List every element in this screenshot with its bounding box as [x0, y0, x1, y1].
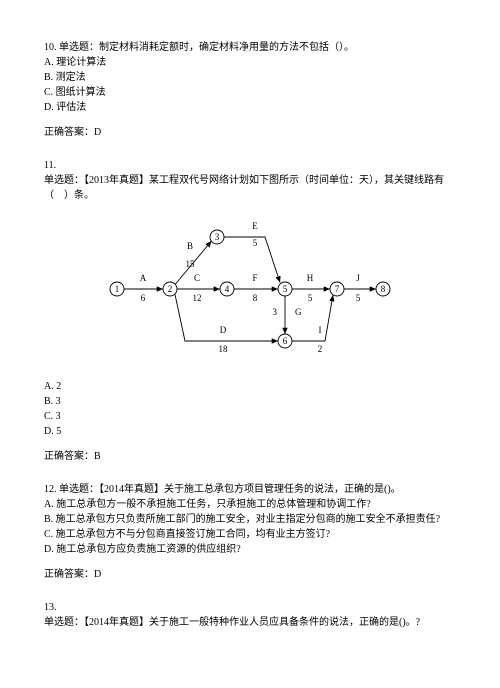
q10-opt-a: A. 理论计算法 — [44, 55, 456, 70]
q11-opt-a: A. 2 — [44, 379, 456, 394]
svg-text:H: H — [307, 273, 314, 283]
answer-label: 正确答案： — [44, 569, 94, 580]
svg-text:5: 5 — [283, 284, 288, 294]
q11-stem: 单选题：【2013年真题】某工程双代号网络计划如下图所示（时间单位：天），其关键… — [44, 173, 456, 203]
svg-text:3: 3 — [215, 232, 220, 242]
q12-label: 12. 单选题： — [44, 484, 99, 495]
svg-text:A: A — [140, 273, 147, 283]
svg-text:2: 2 — [318, 344, 323, 354]
q13-text: 关于施工一般特种作业人员应具备条件的说法，正确的是()。? — [149, 617, 420, 628]
answer-value: B — [94, 451, 101, 462]
q11-network-diagram: A6B15C12E5F8D183GH5I2J512345678 — [44, 209, 456, 369]
svg-text:7: 7 — [335, 284, 340, 294]
svg-text:E: E — [252, 221, 258, 231]
svg-text:18: 18 — [219, 344, 229, 354]
svg-text:8: 8 — [253, 293, 258, 303]
svg-text:5: 5 — [308, 293, 313, 303]
q12-opt-a: A. 施工总承包方一般不承担施工任务，只承担施工的总体管理和协调工作? — [44, 497, 456, 512]
svg-text:D: D — [220, 325, 227, 335]
q11-opt-b: B. 3 — [44, 394, 456, 409]
q12-text: 关于施工总承包方项目管理任务的说法，正确的是()。 — [164, 484, 401, 495]
q10-stem: 10. 单选题：制定材料消耗定额时，确定材料净用量的方法不包括（）。 — [44, 40, 456, 55]
q11-opt-d: D. 5 — [44, 424, 456, 439]
svg-text:5: 5 — [253, 238, 258, 248]
svg-text:6: 6 — [283, 336, 288, 346]
svg-text:15: 15 — [186, 259, 196, 269]
q12-tag: 【2014年真题】 — [99, 484, 164, 495]
svg-text:6: 6 — [141, 293, 146, 303]
network-svg: A6B15C12E5F8D183GH5I2J512345678 — [105, 209, 395, 369]
q13-tag: 【2014年真题】 — [84, 617, 149, 628]
q11-tag: 【2013年真题】 — [84, 175, 149, 186]
q10-opt-d: D. 评估法 — [44, 100, 456, 115]
answer-label: 正确答案： — [44, 451, 94, 462]
q11-opt-c: C. 3 — [44, 409, 456, 424]
svg-text:8: 8 — [381, 284, 386, 294]
question-10: 10. 单选题：制定材料消耗定额时，确定材料净用量的方法不包括（）。 A. 理论… — [44, 40, 456, 140]
svg-text:J: J — [356, 273, 360, 283]
q13-label: 单选题： — [44, 617, 84, 628]
q10-options: A. 理论计算法 B. 测定法 C. 图纸计算法 D. 评估法 — [44, 55, 456, 115]
q12-opt-b: B. 施工总承包方只负责所施工部门的施工安全，对业主指定分包商的施工安全不承担责… — [44, 512, 456, 527]
q13-stem: 单选题：【2014年真题】关于施工一般特种作业人员应具备条件的说法，正确的是()… — [44, 615, 456, 630]
q10-opt-c: C. 图纸计算法 — [44, 85, 456, 100]
svg-text:4: 4 — [225, 284, 230, 294]
q10-opt-b: B. 测定法 — [44, 70, 456, 85]
svg-text:G: G — [295, 307, 302, 317]
svg-text:F: F — [252, 273, 257, 283]
answer-value: D — [94, 127, 101, 138]
q12-options: A. 施工总承包方一般不承担施工任务，只承担施工的总体管理和协调工作? B. 施… — [44, 497, 456, 557]
answer-value: D — [94, 569, 101, 580]
answer-label: 正确答案： — [44, 127, 94, 138]
svg-text:B: B — [187, 241, 193, 251]
q12-opt-c: C. 施工总承包方不与分包商直接签订施工合同，均有业主方签订? — [44, 527, 456, 542]
q11-num: 11. — [44, 158, 456, 173]
svg-text:I: I — [319, 325, 322, 335]
svg-text:12: 12 — [193, 293, 202, 303]
q11-answer: 正确答案：B — [44, 449, 456, 464]
q10-label: 10. 单选题： — [44, 42, 99, 53]
question-13: 13. 单选题：【2014年真题】关于施工一般特种作业人员应具备条件的说法，正确… — [44, 600, 456, 630]
q11-options: A. 2 B. 3 C. 3 D. 5 — [44, 379, 456, 439]
svg-text:1: 1 — [115, 284, 120, 294]
svg-text:C: C — [194, 273, 200, 283]
q13-num: 13. — [44, 600, 456, 615]
svg-text:5: 5 — [356, 293, 361, 303]
question-12: 12. 单选题：【2014年真题】关于施工总承包方项目管理任务的说法，正确的是(… — [44, 482, 456, 582]
q10-text: 制定材料消耗定额时，确定材料净用量的方法不包括（）。 — [99, 42, 354, 53]
svg-text:2: 2 — [168, 284, 173, 294]
question-11: 11. 单选题：【2013年真题】某工程双代号网络计划如下图所示（时间单位：天）… — [44, 158, 456, 464]
q11-label: 单选题： — [44, 175, 84, 186]
q10-answer: 正确答案：D — [44, 125, 456, 140]
q12-opt-d: D. 施工总承包方应负责施工资源的供应组织? — [44, 542, 456, 557]
q12-answer: 正确答案：D — [44, 567, 456, 582]
q12-stem: 12. 单选题：【2014年真题】关于施工总承包方项目管理任务的说法，正确的是(… — [44, 482, 456, 497]
svg-text:3: 3 — [273, 307, 278, 317]
